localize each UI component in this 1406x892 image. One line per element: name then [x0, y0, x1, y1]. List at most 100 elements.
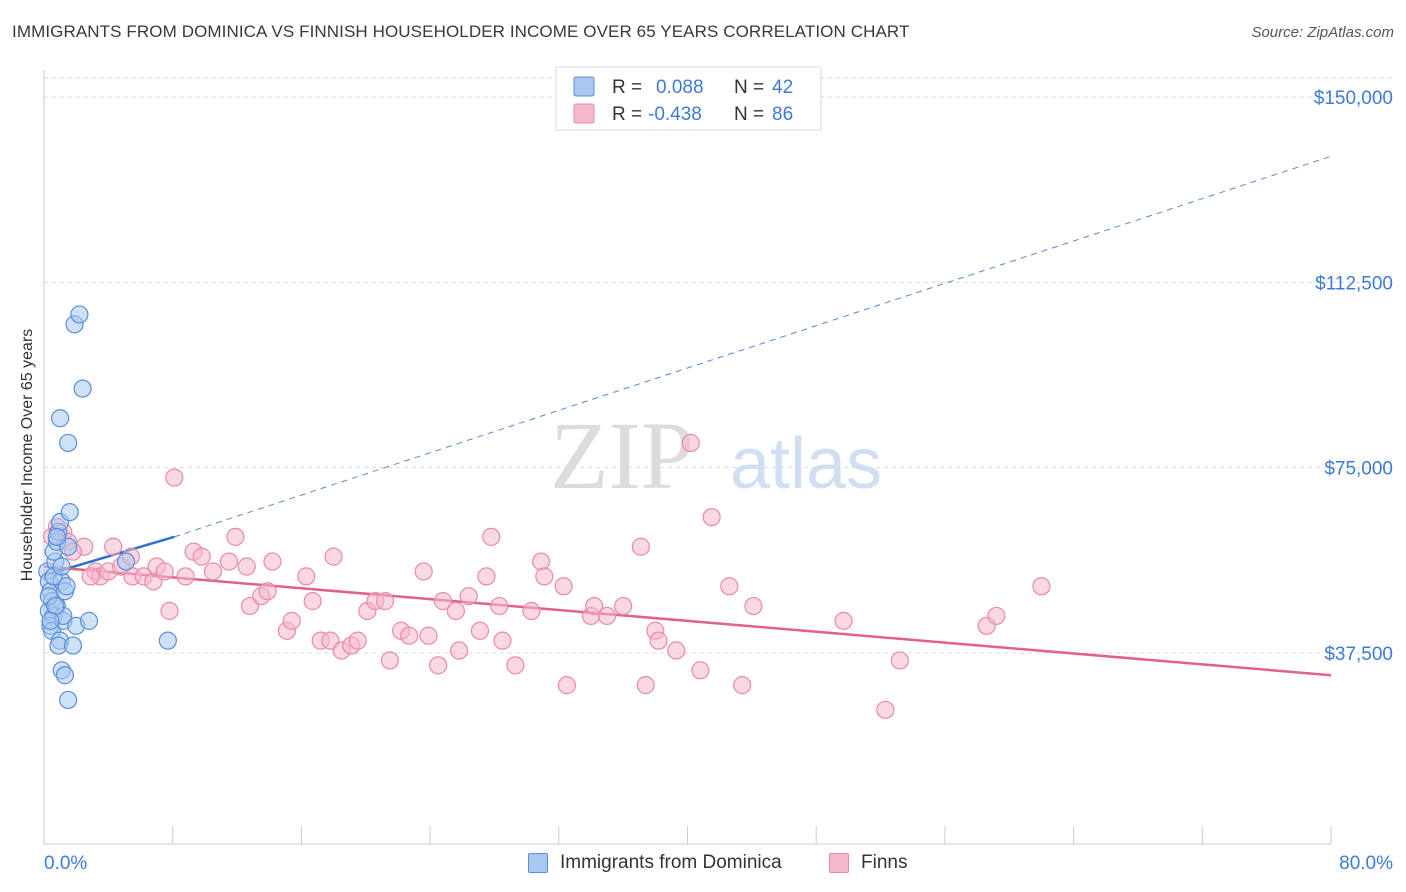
watermark-zip: ZIP	[550, 402, 694, 509]
point-finns-32	[303, 592, 322, 611]
chart-title: IMMIGRANTS FROM DOMINICA VS FINNISH HOUS…	[12, 22, 910, 41]
point-finns-47	[429, 656, 448, 675]
point-finns-51	[459, 587, 478, 606]
point-dominica-20	[60, 503, 79, 522]
point-finns-23	[226, 527, 245, 546]
point-finns-73	[691, 661, 710, 680]
point-dominica-31	[73, 379, 92, 398]
point-finns-76	[733, 676, 752, 695]
point-dominica-27	[55, 666, 75, 685]
point-finns-49	[446, 601, 465, 621]
point-dominica-21	[57, 577, 76, 596]
point-finns-50	[449, 641, 469, 660]
point-finns-22	[219, 552, 239, 571]
point-dominica-23	[63, 636, 83, 655]
point-finns-56	[493, 631, 512, 650]
point-finns-48	[433, 592, 453, 611]
point-dominica-25	[79, 611, 99, 630]
point-finns-75	[720, 577, 739, 596]
legend-r-value-1: 0.088	[656, 77, 704, 98]
point-dominica-35	[158, 631, 177, 650]
legend-n-label-1: N =	[734, 77, 764, 98]
x-tick-label-0: 0.0%	[44, 853, 87, 874]
point-finns-30	[282, 611, 301, 630]
y-tick-label-1: $75,000	[1324, 459, 1393, 480]
point-finns-27	[263, 552, 282, 571]
point-finns-20	[192, 547, 211, 566]
legend-box: R = 0.088 N = 42 R = -0.438 N = 86	[555, 66, 822, 131]
point-finns-61	[554, 577, 573, 596]
point-finns-24	[237, 557, 256, 576]
point-finns-42	[380, 651, 399, 670]
point-dominica-40	[41, 611, 60, 630]
legend-label-dominica: Immigrants from Dominica	[560, 852, 782, 873]
trendline-finns	[43, 565, 1332, 677]
point-finns-41	[375, 592, 395, 611]
point-finns-71	[667, 641, 686, 660]
point-finns-70	[649, 631, 668, 650]
point-finns-35	[324, 547, 343, 566]
point-finns-28	[258, 582, 277, 601]
point-finns-38	[348, 631, 367, 650]
point-finns-15	[155, 562, 174, 581]
point-dominica-28	[59, 690, 78, 710]
point-finns-65	[597, 606, 617, 626]
point-finns-77	[744, 596, 763, 616]
y-tick-label-0: $37,500	[1324, 644, 1393, 665]
point-finns-60	[535, 567, 554, 586]
point-finns-68	[636, 676, 655, 695]
x-tick-label-1: 80.0%	[1339, 853, 1393, 874]
watermark: ZIP atlas	[550, 402, 882, 509]
y-tick-label-3: $150,000	[1314, 88, 1393, 109]
legend-r-value-2: -0.438	[648, 104, 702, 125]
legend-r-label-1: R =	[612, 77, 642, 98]
legend-n-label-2: N =	[734, 104, 764, 125]
point-finns-82	[987, 606, 1006, 626]
point-finns-85	[81, 567, 100, 586]
point-finns-80	[890, 651, 909, 670]
point-finns-66	[614, 596, 633, 616]
point-dominica-30	[59, 433, 78, 453]
swatch-blue	[528, 853, 548, 873]
legend-item-dominica: Immigrants from Dominica	[528, 852, 782, 874]
legend-swatch-pink	[573, 103, 595, 124]
y-tick-label-2: $112,500	[1315, 273, 1393, 294]
data-points	[38, 305, 1051, 719]
point-dominica-33	[70, 305, 89, 324]
legend-n-value-2: 86	[772, 104, 793, 125]
point-finns-72	[681, 433, 700, 453]
tick-labels: $37,500 $75,000 $112,500 $150,000 0.0% 80.0%	[44, 88, 1393, 874]
point-finns-53	[477, 567, 496, 586]
legend-item-finns: Finns	[829, 852, 907, 874]
point-finns-62	[557, 676, 576, 695]
point-finns-31	[297, 567, 316, 586]
watermark-atlas: atlas	[730, 424, 882, 504]
point-finns-83	[1032, 577, 1051, 596]
swatch-pink	[829, 853, 849, 873]
legend-swatch-blue	[573, 76, 595, 97]
point-finns-74	[702, 507, 721, 527]
source-label: Source: ZipAtlas.com	[1251, 24, 1394, 41]
point-finns-57	[506, 656, 525, 675]
point-finns-55	[490, 596, 509, 616]
point-finns-21	[203, 562, 223, 581]
axes	[43, 70, 1332, 845]
legend-r-label-2: R =	[612, 104, 642, 125]
point-dominica-34	[116, 552, 136, 571]
point-dominica-41	[47, 527, 66, 546]
point-finns-45	[414, 562, 433, 581]
trendline-dominica-extrapolated	[174, 155, 1332, 538]
point-finns-78	[834, 611, 853, 630]
point-finns-46	[419, 626, 438, 645]
point-finns-79	[876, 700, 895, 719]
point-finns-17	[165, 468, 184, 487]
bottom-legend: Immigrants from Dominica Finns	[0, 852, 1406, 878]
point-finns-58	[522, 601, 541, 621]
point-finns-54	[482, 527, 501, 546]
legend-n-value-1: 42	[772, 77, 793, 98]
point-finns-59	[532, 552, 551, 571]
legend-label-finns: Finns	[861, 852, 908, 873]
point-finns-18	[176, 567, 195, 586]
point-dominica-39	[52, 557, 71, 576]
